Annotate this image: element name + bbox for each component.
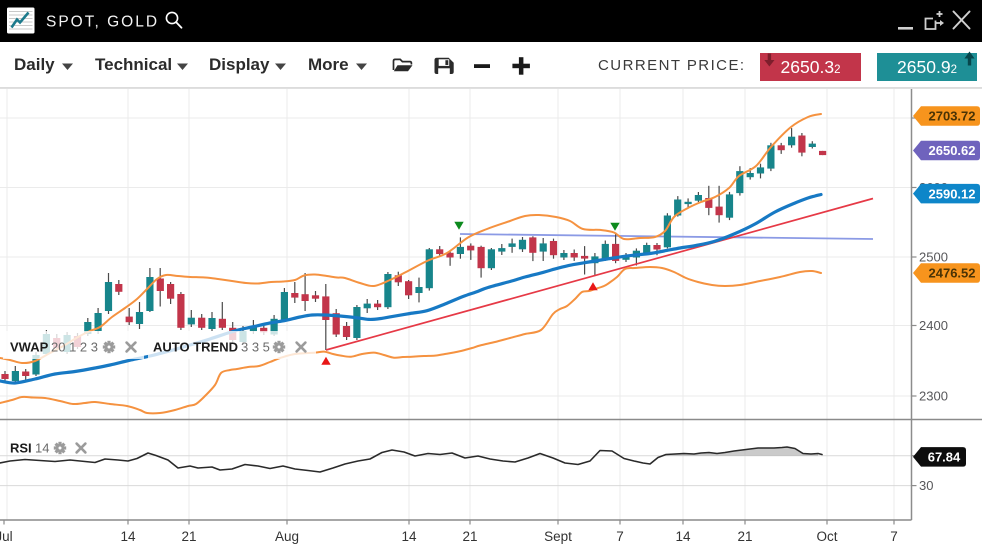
svg-text:2400: 2400 [919,318,948,333]
svg-text:3 3 5: 3 3 5 [241,340,270,355]
svg-text:30: 30 [919,478,933,493]
svg-text:20 1 2 3: 20 1 2 3 [51,340,98,355]
svg-text:2650.62: 2650.62 [929,143,976,158]
svg-text:VWAP: VWAP [10,340,49,355]
svg-text:14: 14 [35,441,49,456]
svg-text:14: 14 [675,529,691,544]
svg-text:21: 21 [462,529,477,544]
svg-text:Oct: Oct [816,529,837,544]
svg-text:AUTO TREND: AUTO TREND [153,340,238,355]
svg-text:21: 21 [181,529,196,544]
svg-text:14: 14 [401,529,417,544]
svg-text:SPOT, GOLD: SPOT, GOLD [46,14,159,31]
svg-text:2476.52: 2476.52 [929,266,976,281]
svg-text:7: 7 [890,529,898,544]
svg-text:2300: 2300 [919,389,948,404]
svg-text:RSI: RSI [10,441,32,456]
svg-text:14: 14 [120,529,136,544]
svg-text:Jul: Jul [0,529,13,544]
svg-text:Aug: Aug [275,529,299,544]
svg-text:7: 7 [616,529,624,544]
svg-text:2703.72: 2703.72 [929,109,976,124]
svg-text:Sept: Sept [544,529,572,544]
svg-text:67.84: 67.84 [928,450,961,465]
svg-text:2500: 2500 [919,250,948,265]
svg-text:2590.12: 2590.12 [929,186,976,201]
svg-text:21: 21 [737,529,752,544]
